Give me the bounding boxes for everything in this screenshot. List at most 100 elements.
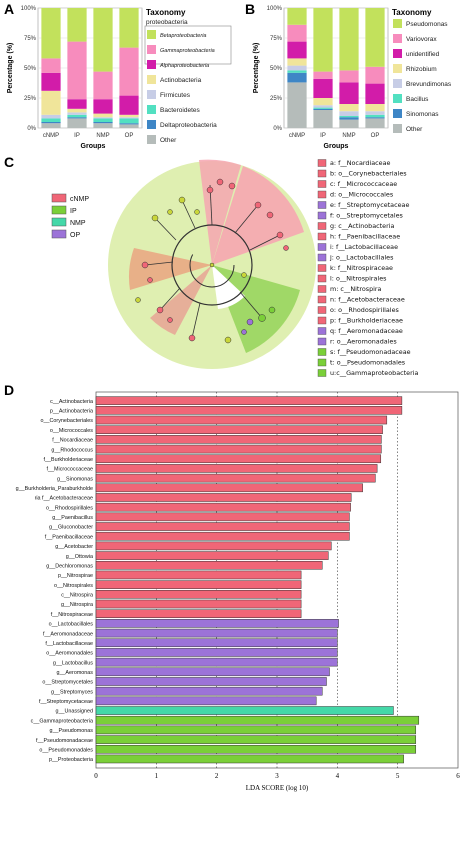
legend-swatch: [393, 64, 402, 73]
stacked-bar-chart-a: 0% 25% 50% 75% 100% cNMP IP NMP OP Groups Perce…: [7, 6, 232, 150]
legend-swatch: [393, 79, 402, 88]
bar-segment: [287, 24, 307, 42]
cladogram-sector-rhodospirillales: [150, 265, 212, 335]
bar-segment: [313, 98, 333, 106]
lda-category-label: g__Acetobacter: [55, 544, 93, 550]
legend-label: Rhizobium: [406, 66, 437, 73]
legend-swatch: [147, 60, 156, 69]
lda-category-label: g__Burkholderia_Paraburkholde: [16, 486, 93, 492]
group-legend-label: NMP: [70, 220, 86, 227]
legend-swatch: [147, 120, 156, 129]
clade-legend-label: r: o__Aeromonadales: [330, 338, 397, 346]
bar-segment: [313, 78, 333, 98]
lda-x-tick-label: 2: [215, 772, 219, 780]
lda-category-label: f__Micrococcaceae: [47, 467, 93, 473]
lda-category-label: g__Aeromonas: [56, 670, 93, 676]
clade-legend-label: l: o__Nitrospirales: [330, 275, 387, 283]
lda-category-label: c__Gammaproteobacteria: [31, 718, 93, 724]
clade-legend-swatch: [317, 222, 327, 230]
clade-legend-swatch: [317, 159, 327, 167]
bar-segment: [313, 110, 333, 128]
clade-legend-swatch: [317, 211, 327, 220]
panel-letter-d: D: [4, 382, 14, 398]
clade-legend-swatch: [317, 169, 327, 178]
lda-category-label: c__Nitrospira: [61, 593, 93, 599]
legend-subtitle-a: proteobacteria: [146, 19, 188, 26]
clade-legend-label: p: f__Burkholderiaceae: [330, 317, 403, 325]
lda-bar: [95, 570, 302, 580]
group-legend-swatch: [51, 229, 67, 239]
clade-legend-swatch: [317, 306, 327, 314]
clade-legend-label: t: o__Pseudomonadales: [330, 359, 406, 367]
legend-label: Alphaproteobacteria: [159, 63, 209, 69]
bar-segment: [287, 82, 307, 128]
bar-segment: [287, 70, 307, 73]
lda-bar: [95, 512, 350, 522]
panel-letter-c: C: [4, 154, 14, 170]
lda-bar: [95, 406, 403, 415]
bar-segment: [287, 58, 307, 66]
cladogram: cNMP IP NMP OP a: f__Nocardiaceae b: o__Cory…: [51, 159, 418, 377]
bar-segment: [41, 123, 61, 128]
clade-legend-label: c: f__Micrococcaceae: [330, 180, 397, 188]
lda-x-axis-title: LDA SCORE (log 10): [246, 784, 309, 792]
cladogram-ring-2: [189, 242, 235, 288]
bar-segment: [365, 114, 385, 118]
lda-bar: [95, 677, 327, 686]
bar-segment: [67, 118, 87, 128]
x-ticks-a: cNMP IP NMP OP: [43, 133, 134, 139]
clade-legend-swatch: [317, 285, 327, 293]
lda-bar: [95, 454, 382, 464]
bar-segment: [313, 105, 333, 108]
lda-category-label: ria f__Acetobacteraceae: [35, 496, 93, 502]
lda-category-label: g__Lactobacillus: [53, 660, 93, 666]
clade-legend-label: j: o__Lactobacillales: [329, 254, 394, 262]
bar-segment: [339, 111, 359, 116]
panel-letter-b: B: [245, 1, 255, 17]
lda-category-labels: c__Actinobacteria p__Actinobacteria o__Cor…: [16, 399, 94, 763]
bar-segment: [339, 116, 359, 118]
legend-swatch: [147, 90, 156, 99]
clade-legend-label: h: f__Paenibacillaceae: [330, 233, 400, 241]
bar-segment: [41, 122, 61, 124]
clade-legend-swatch: [317, 295, 327, 304]
lda-category-label: g__Nitrospira: [61, 602, 93, 608]
lda-category-label: f__Paenibacillaceae: [45, 534, 93, 540]
clade-legend-label: o: o__Rhodospirillales: [330, 306, 400, 314]
bar-segment: [119, 8, 139, 48]
clade-legend-swatch: [317, 348, 327, 356]
bar-segment: [339, 104, 359, 112]
legend-label: Other: [406, 126, 423, 133]
cladogram-group-legend: cNMP IP NMP OP: [51, 193, 89, 239]
panel-letter-a: A: [4, 1, 14, 17]
lda-category-label: f__Burkholderiaceae: [44, 457, 93, 463]
y-tick-label: 50%: [24, 66, 37, 72]
clade-legend-label: d: o__Micrococcales: [330, 191, 394, 199]
bar-segment: [365, 104, 385, 112]
bar-segment: [119, 124, 139, 128]
lda-category-label: o__Corynebacteriales: [41, 418, 94, 424]
legend-label: Variovorax: [406, 36, 437, 43]
group-legend-label: IP: [70, 208, 77, 215]
bar-segment: [339, 82, 359, 104]
clade-legend-label: b: o__Corynebacteriales: [330, 170, 407, 178]
lda-category-label: g__Ottowia: [66, 554, 93, 560]
y-tick-label: 75%: [270, 36, 283, 42]
bars-a: [41, 8, 139, 128]
clade-legend-swatch: [317, 358, 327, 367]
bar-segment: [365, 66, 385, 84]
lda-category-label: g__Pseudomonas: [50, 728, 94, 734]
lda-bars: [95, 396, 420, 764]
x-tick-label: NMP: [342, 133, 355, 139]
lda-category-label: g__Gluconobacter: [49, 525, 93, 531]
lda-category-label: o__Streptomycetales: [42, 680, 93, 686]
x-tick-label: OP: [371, 133, 380, 139]
lda-category-label: c__Actinobacteria: [50, 399, 93, 405]
clade-legend-swatch: [317, 369, 327, 377]
legend-swatch: [147, 75, 156, 84]
clade-legend-label: e: f__Streptomycetaceae: [330, 201, 409, 209]
bar-segment: [313, 108, 333, 110]
lda-bar: [95, 667, 330, 677]
legend-label: Firmicutes: [160, 92, 191, 99]
